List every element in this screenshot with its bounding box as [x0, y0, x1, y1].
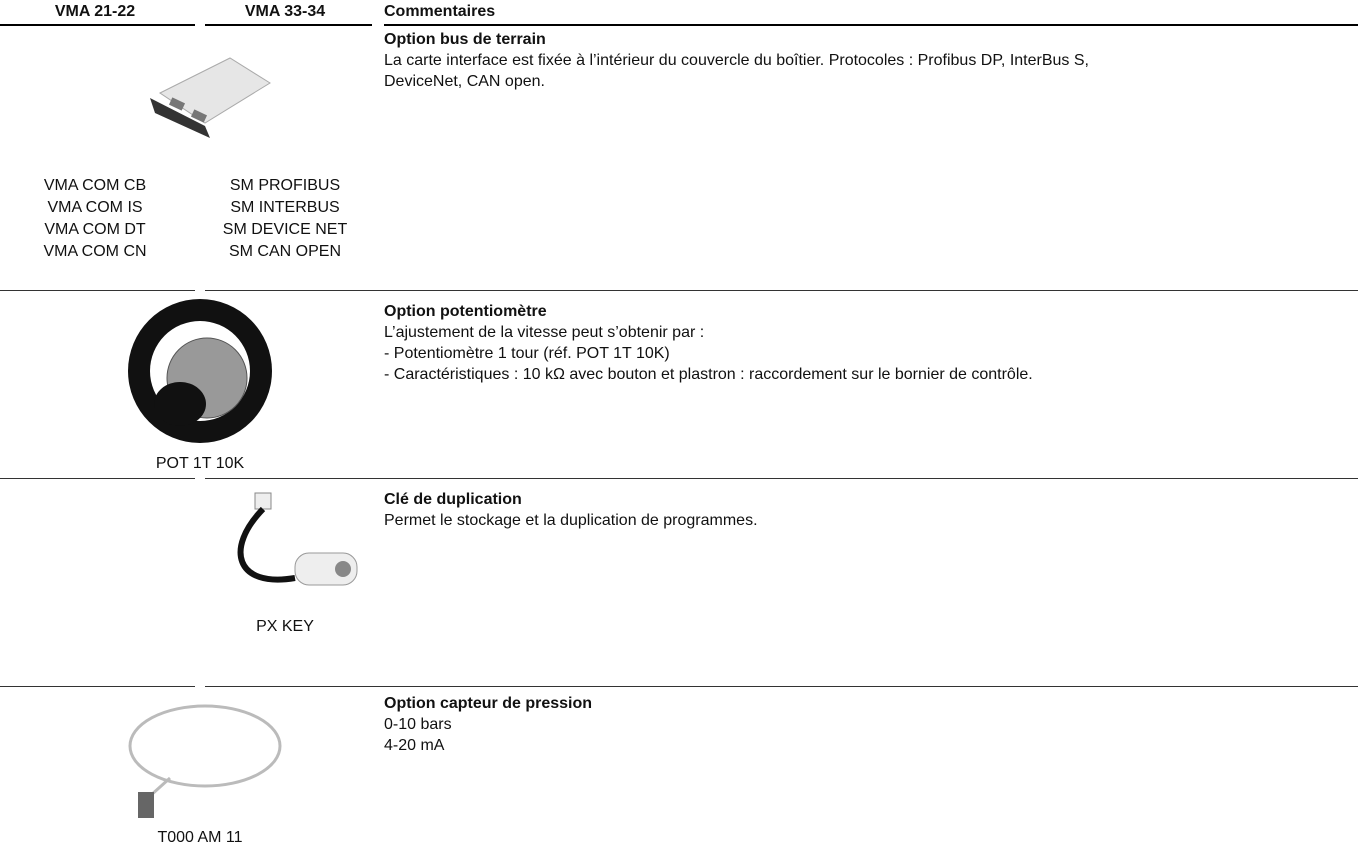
row-text: 0-10 bars — [384, 716, 452, 733]
row-title: Option capteur de pression — [384, 695, 593, 712]
code: SM INTERBUS — [230, 199, 340, 216]
code: POT 1T 10K — [155, 455, 245, 472]
code: SM DEVICE NET — [222, 221, 348, 238]
rule — [0, 290, 195, 291]
pressure-sensor-image — [128, 704, 282, 818]
rule — [205, 686, 1358, 687]
row-text: La carte interface est fixée à l’intérie… — [384, 52, 1089, 69]
rule — [0, 478, 195, 479]
header-cell: Commentaires — [384, 3, 496, 20]
row-title: Option bus de terrain — [384, 31, 546, 48]
code: VMA COM DT — [44, 221, 146, 238]
code: SM PROFIBUS — [229, 177, 341, 194]
code: PX KEY — [256, 618, 314, 635]
row-title: Clé de duplication — [384, 491, 522, 508]
rule — [205, 290, 1358, 291]
fieldbus-card-image — [150, 57, 271, 138]
row-text: - Caractéristiques : 10 kΩ avec bouton e… — [384, 366, 1033, 383]
rule — [384, 24, 1358, 26]
row-text: Permet le stockage et la duplication de … — [384, 512, 758, 529]
rule — [0, 24, 195, 26]
rule — [205, 24, 372, 26]
code: T000 AM 11 — [157, 829, 243, 846]
row-title: Option potentiomètre — [384, 303, 547, 320]
code: VMA COM CB — [43, 177, 147, 194]
header-cell: VMA 21-22 — [54, 3, 136, 20]
code: VMA COM IS — [47, 199, 143, 216]
header-cell: VMA 33-34 — [244, 3, 326, 20]
code: SM CAN OPEN — [228, 243, 341, 260]
rule — [0, 686, 195, 687]
rule — [205, 478, 1358, 479]
row-text: L’ajustement de la vitesse peut s’obteni… — [384, 324, 705, 341]
row-text: - Potentiomètre 1 tour (réf. POT 1T 10K) — [384, 345, 670, 362]
row-text: 4-20 mA — [384, 737, 445, 754]
row-text: DeviceNet, CAN open. — [384, 73, 545, 90]
potentiometer-image — [128, 299, 272, 443]
code: VMA COM CN — [43, 243, 147, 260]
duplication-key-image — [237, 492, 358, 586]
